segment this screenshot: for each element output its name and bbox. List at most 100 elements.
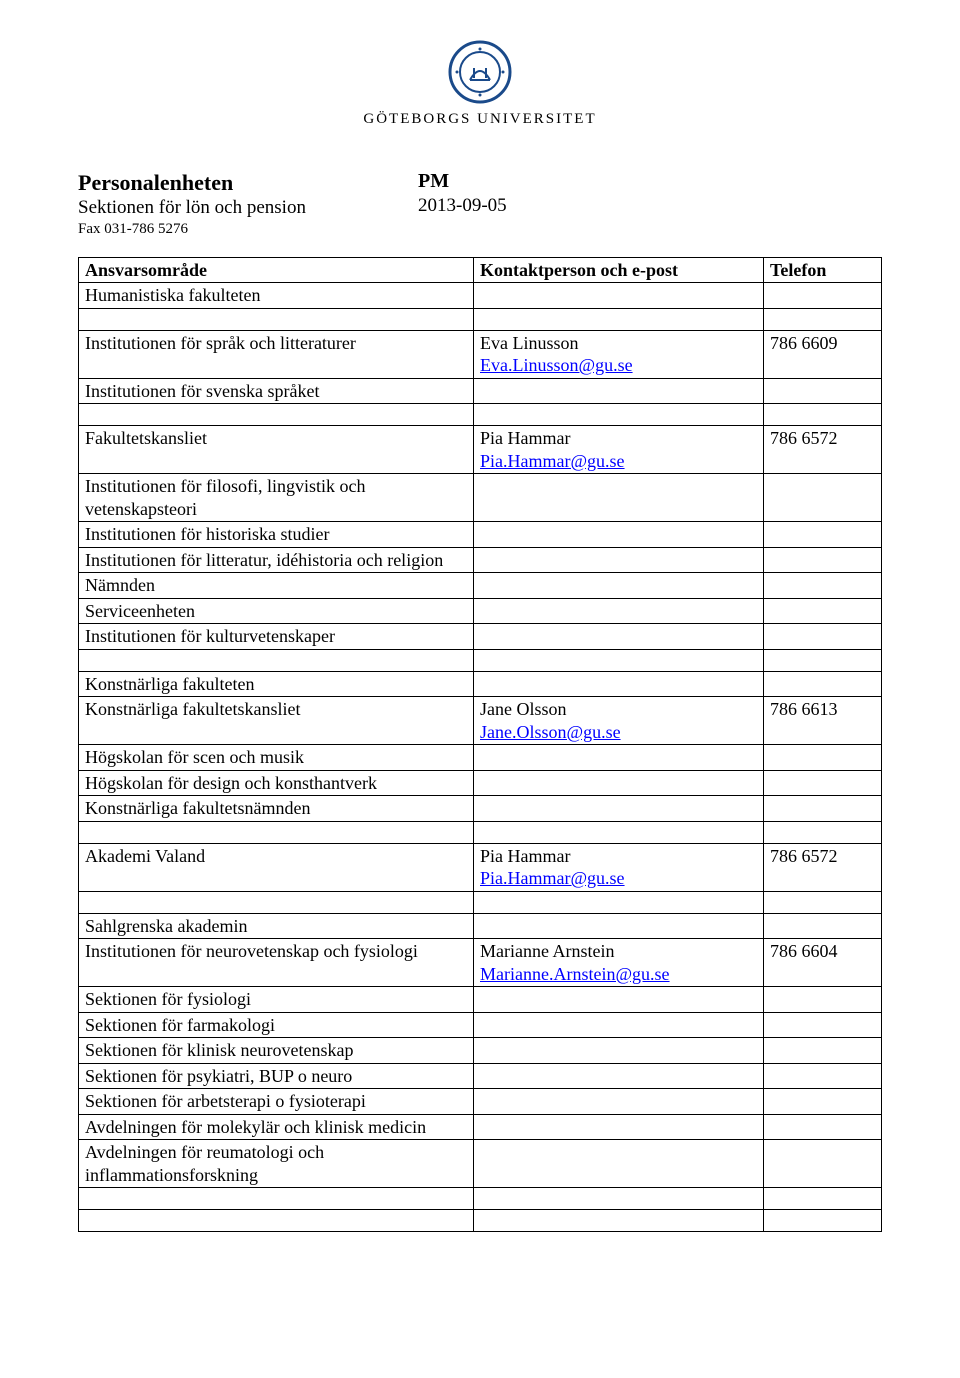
contact-email-link[interactable]: Pia.Hammar@gu.se xyxy=(480,451,625,471)
empty-cell xyxy=(474,404,764,426)
contact-name: Pia Hammar xyxy=(480,428,570,448)
area-cell: Avdelningen för molekylär och klinisk me… xyxy=(79,1114,474,1140)
contact-cell xyxy=(474,671,764,697)
table-row: Konstnärliga fakulteten xyxy=(79,671,882,697)
contact-cell xyxy=(474,913,764,939)
contact-cell xyxy=(474,547,764,573)
area-cell: Högskolan för design och konsthantverk xyxy=(79,770,474,796)
contact-cell: Eva LinussonEva.Linusson@gu.se xyxy=(474,330,764,378)
phone-cell xyxy=(764,745,882,771)
area-cell: Institutionen för litteratur, idéhistori… xyxy=(79,547,474,573)
phone-cell xyxy=(764,1140,882,1188)
table-row xyxy=(79,821,882,843)
fax-number: Fax 031-786 5276 xyxy=(78,220,418,239)
empty-cell xyxy=(764,649,882,671)
table-row: Serviceenheten xyxy=(79,598,882,624)
unit-name: Personalenheten xyxy=(78,169,418,197)
area-cell: Sektionen för arbetsterapi o fysioterapi xyxy=(79,1089,474,1115)
phone-cell xyxy=(764,474,882,522)
table-row: Högskolan för design och konsthantverk xyxy=(79,770,882,796)
contact-email-link[interactable]: Pia.Hammar@gu.se xyxy=(480,868,625,888)
area-cell: Humanistiska fakulteten xyxy=(79,283,474,309)
phone-cell xyxy=(764,1038,882,1064)
contact-email-link[interactable]: Eva.Linusson@gu.se xyxy=(480,355,633,375)
phone-cell xyxy=(764,770,882,796)
contact-cell xyxy=(474,378,764,404)
area-cell: Konstnärliga fakultetsnämnden xyxy=(79,796,474,822)
table-row: Institutionen för historiska studier xyxy=(79,522,882,548)
contact-cell xyxy=(474,1089,764,1115)
phone-cell: 786 6572 xyxy=(764,843,882,891)
contact-email-link[interactable]: Jane.Olsson@gu.se xyxy=(480,722,621,742)
table-row: Sektionen för arbetsterapi o fysioterapi xyxy=(79,1089,882,1115)
area-cell: Institutionen för kulturvetenskaper xyxy=(79,624,474,650)
area-cell: Institutionen för språk och litteraturer xyxy=(79,330,474,378)
empty-cell xyxy=(764,1210,882,1232)
area-cell: Avdelningen för reumatologi och inflamma… xyxy=(79,1140,474,1188)
phone-cell xyxy=(764,547,882,573)
col-telefon: Telefon xyxy=(764,257,882,283)
contact-cell xyxy=(474,745,764,771)
contact-name: Pia Hammar xyxy=(480,846,570,866)
section-name: Sektionen för lön och pension xyxy=(78,196,418,220)
contact-cell xyxy=(474,987,764,1013)
empty-cell xyxy=(474,649,764,671)
empty-cell xyxy=(764,308,882,330)
table-row: Högskolan för scen och musik xyxy=(79,745,882,771)
area-cell: Institutionen för historiska studier xyxy=(79,522,474,548)
area-cell: Akademi Valand xyxy=(79,843,474,891)
table-row: Fakultetskansliet Pia Hammar Pia.Hammar@gu… xyxy=(79,426,882,474)
table-row: Sektionen för psykiatri, BUP o neuro xyxy=(79,1063,882,1089)
area-cell: Konstnärliga fakultetskansliet xyxy=(79,697,474,745)
empty-cell xyxy=(474,1188,764,1210)
phone-cell xyxy=(764,283,882,309)
area-cell: Sektionen för psykiatri, BUP o neuro xyxy=(79,1063,474,1089)
document-header: Personalenheten Sektionen för lön och pe… xyxy=(78,169,882,239)
empty-cell xyxy=(79,1188,474,1210)
contact-cell xyxy=(474,573,764,599)
table-row xyxy=(79,1210,882,1232)
phone-cell xyxy=(764,1114,882,1140)
empty-cell xyxy=(474,1210,764,1232)
area-cell: Institutionen för filosofi, lingvistik o… xyxy=(79,474,474,522)
area-cell: Sektionen för fysiologi xyxy=(79,987,474,1013)
table-row: Sektionen för fysiologi xyxy=(79,987,882,1013)
empty-cell xyxy=(79,404,474,426)
document-type: PM xyxy=(418,169,882,194)
empty-cell xyxy=(79,308,474,330)
empty-cell xyxy=(474,891,764,913)
area-cell: Institutionen för svenska språket xyxy=(79,378,474,404)
area-cell: Serviceenheten xyxy=(79,598,474,624)
empty-cell xyxy=(764,404,882,426)
area-cell: Fakultetskansliet xyxy=(79,426,474,474)
phone-cell xyxy=(764,913,882,939)
table-row: Institutionen för språk och litteraturer… xyxy=(79,330,882,378)
document-date: 2013-09-05 xyxy=(418,194,882,218)
phone-cell xyxy=(764,1089,882,1115)
table-row: Avdelningen för reumatologi och inflamma… xyxy=(79,1140,882,1188)
table-row: Nämnden xyxy=(79,573,882,599)
table-row: Institutionen för litteratur, idéhistori… xyxy=(79,547,882,573)
university-logo: GÖTEBORGS UNIVERSITET xyxy=(78,40,882,129)
phone-cell xyxy=(764,378,882,404)
contact-email-link[interactable]: Marianne.Arnstein@gu.se xyxy=(480,964,670,984)
empty-cell xyxy=(79,891,474,913)
contact-cell xyxy=(474,1140,764,1188)
empty-cell xyxy=(474,821,764,843)
table-row: Avdelningen för molekylär och klinisk me… xyxy=(79,1114,882,1140)
contact-cell xyxy=(474,1114,764,1140)
empty-cell xyxy=(79,649,474,671)
university-name: GÖTEBORGS UNIVERSITET xyxy=(78,110,882,129)
table-row: Konstnärliga fakultetskanslietJane Olsso… xyxy=(79,697,882,745)
contact-cell xyxy=(474,1012,764,1038)
table-row xyxy=(79,1188,882,1210)
contact-cell xyxy=(474,474,764,522)
phone-cell xyxy=(764,671,882,697)
table-row: Institutionen för filosofi, lingvistik o… xyxy=(79,474,882,522)
phone-cell: 786 6609 xyxy=(764,330,882,378)
empty-cell xyxy=(764,821,882,843)
area-cell: Institutionen för neurovetenskap och fys… xyxy=(79,939,474,987)
phone-cell xyxy=(764,1063,882,1089)
empty-cell xyxy=(79,821,474,843)
table-row xyxy=(79,404,882,426)
